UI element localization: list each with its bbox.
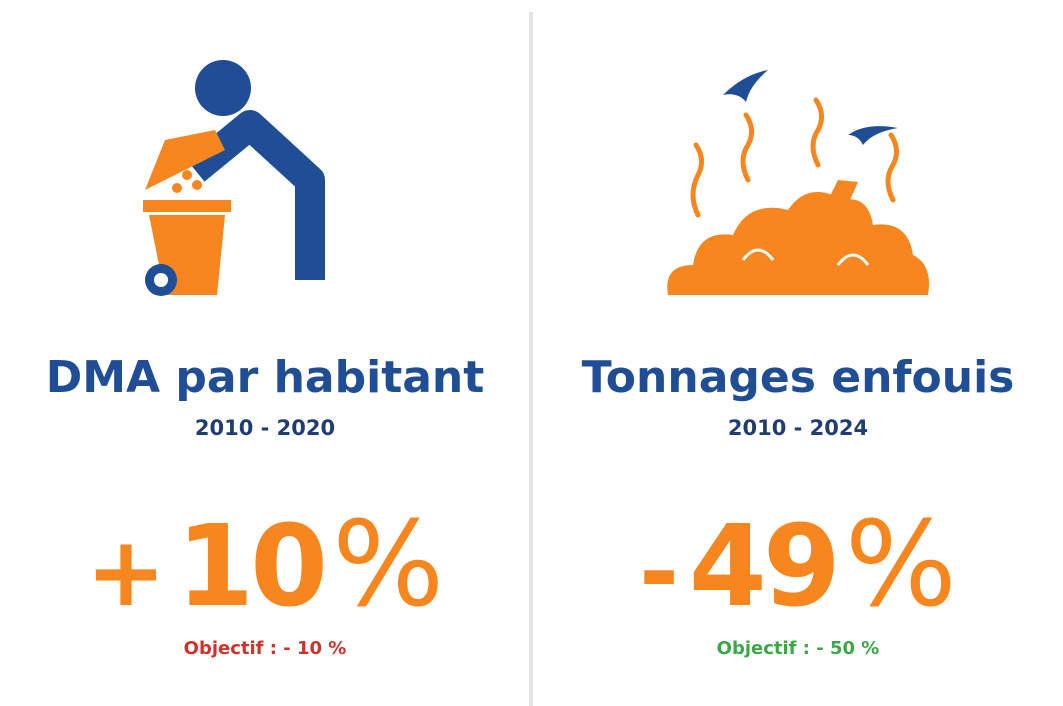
objective: Objectif : - 50 % xyxy=(716,638,880,659)
landfill-icon xyxy=(667,70,929,295)
period: 2010 - 2020 xyxy=(194,416,336,440)
objective: Objectif : - 10 % xyxy=(183,638,347,659)
number: 10 xyxy=(176,502,328,632)
number: 49 xyxy=(688,502,841,632)
panel: Tonnages enfouis 2010 - 2024 -49% Object… xyxy=(533,0,1063,706)
unit: % xyxy=(844,495,957,633)
sign: - xyxy=(639,516,679,628)
divider xyxy=(529,12,533,706)
change: -49% xyxy=(533,495,1063,633)
bin-icon xyxy=(143,60,325,296)
period: 2010 - 2024 xyxy=(727,416,869,440)
panel: DMA par habitant 2010 - 2020 +10% Object… xyxy=(0,0,530,706)
title: Tonnages enfouis xyxy=(581,352,1015,403)
sign: + xyxy=(85,516,167,628)
unit: % xyxy=(332,495,445,633)
title: DMA par habitant xyxy=(45,352,485,403)
change: +10% xyxy=(0,495,530,633)
